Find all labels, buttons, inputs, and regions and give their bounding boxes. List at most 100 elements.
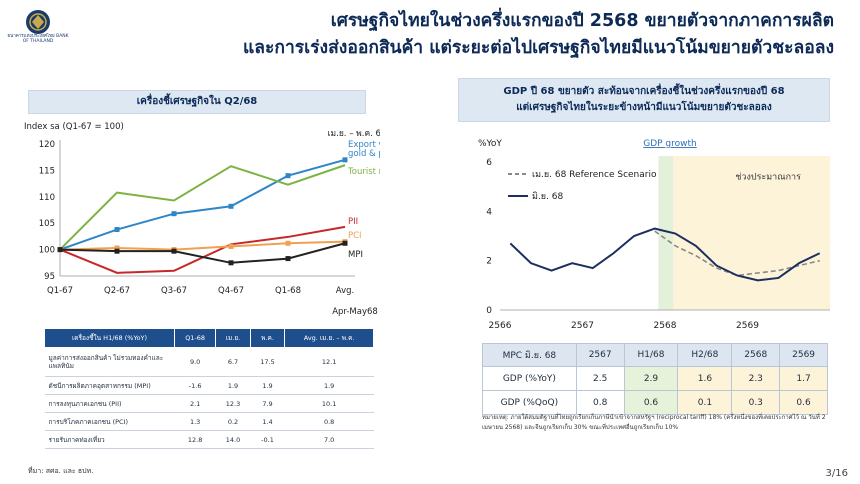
table-row: มูลค่าการส่งออกสินค้า ไม่รวมทองคำและแพลท… <box>44 347 374 377</box>
right-title-line-2: แต่เศรษฐกิจไทยในระยะข้างหน้ามีแนวโน้มขยา… <box>516 102 772 113</box>
y-tick-label: 110 <box>39 193 55 203</box>
left-panel-title: เครื่องชี้เศรษฐกิจใน Q2/68 <box>28 90 366 114</box>
series-line <box>59 158 346 251</box>
data-point <box>285 256 291 262</box>
table-header-row: MPC มิ.ย. 68 2567 H1/68 H2/68 2568 2569 <box>482 343 828 367</box>
y-tick-label: 120 <box>39 140 55 150</box>
table-header-cell: 2567 <box>575 343 625 367</box>
series-label: PII <box>348 217 358 227</box>
table-cell: 12.3 <box>215 394 251 413</box>
table-cell: 1.6 <box>677 366 733 391</box>
legend-label: เม.ย. 68 Reference Scenario <box>532 170 657 180</box>
data-point <box>114 227 120 233</box>
gdp-forecast-table: MPC มิ.ย. 68 2567 H1/68 H2/68 2568 2569 … <box>482 343 828 415</box>
indicator-table: เครื่องชี้ใน H1/68 (%YoY) Q1-68 เม.ย. พ.… <box>44 328 374 449</box>
series-line <box>654 230 820 277</box>
table-cell: 6.7 <box>215 347 251 377</box>
table-header-row: เครื่องชี้ใน H1/68 (%YoY) Q1-68 เม.ย. พ.… <box>44 328 374 348</box>
page-title: เศรษฐกิจไทยในช่วงครึ่งแรกของปี 2568 ขยาย… <box>184 8 834 62</box>
footnote: หมายเหตุ: ภายใต้สมมติฐานที่ไทยถูกเรียกเก… <box>482 414 826 431</box>
x-tick-label: 2566 <box>489 321 512 331</box>
x-tick-label: Q1-68 <box>275 286 301 296</box>
data-point <box>114 248 120 254</box>
indicator-line-chart: Index sa (Q1-67 = 100) 95 100 105 110 115 120 Q… <box>24 122 380 317</box>
y-axis-title: %YoY <box>478 139 502 149</box>
bot-logo-icon <box>26 10 50 34</box>
table-cell: -1.6 <box>174 376 216 395</box>
x-tick-note: Apr-May68 <box>332 307 378 317</box>
right-panel-title: GDP ปี 68 ขยายตัว สะท้อนจากเครื่องชี้ในช… <box>458 78 830 122</box>
data-point <box>228 203 234 209</box>
table-cell: 2.9 <box>623 366 679 391</box>
x-tick-label: Q4-67 <box>218 286 244 296</box>
x-tick-label: Q3-67 <box>161 286 187 296</box>
y-tick-label: 2 <box>486 257 492 267</box>
table-header-cell: พ.ค. <box>249 328 286 348</box>
table-cell: 10.1 <box>284 394 374 413</box>
table-header-cell: เครื่องชี้ใน H1/68 (%YoY) <box>44 328 175 348</box>
legend-label: มิ.ย. 68 <box>532 191 564 202</box>
data-point <box>342 157 348 163</box>
x-tick-label: 2568 <box>654 321 677 331</box>
series-line <box>509 227 821 282</box>
x-tick-label: 2569 <box>736 321 759 331</box>
series-line <box>59 164 346 251</box>
table-cell: 0.2 <box>215 412 251 431</box>
series-label: Tourist receipt <box>347 167 380 177</box>
y-tick-label: 105 <box>39 219 55 229</box>
table-cell: 1.3 <box>174 412 216 431</box>
y-tick-label: 115 <box>39 166 55 176</box>
table-header-cell: Q1-68 <box>173 328 217 348</box>
table-cell: 9.0 <box>174 347 216 377</box>
forecast-label: ช่วงประมาณการ <box>735 172 801 182</box>
data-point <box>171 211 177 217</box>
series-label: Export value excl.gold & platinum <box>348 140 380 159</box>
table-row: GDP (%QoQ) 0.8 0.6 0.1 0.3 0.6 <box>482 390 828 415</box>
series-label: PCI <box>348 231 362 241</box>
table-cell: 1.9 <box>250 376 285 395</box>
table-header-cell: H1/68 <box>623 343 679 367</box>
series-label: MPI <box>348 250 363 260</box>
table-cell: 2.1 <box>174 394 216 413</box>
y-tick-label: 0 <box>486 306 492 316</box>
data-point <box>57 247 63 253</box>
table-header-cell: H2/68 <box>677 343 733 367</box>
actual-band <box>658 156 674 310</box>
row-label: รายรับภาคท่องเที่ยว <box>44 430 175 449</box>
table-cell: 2.5 <box>575 366 625 391</box>
page-number: 3/16 <box>825 468 848 479</box>
table-cell: -0.1 <box>250 430 285 449</box>
forecast-band <box>673 156 830 310</box>
table-row: รายรับภาคท่องเที่ยว 12.8 14.0 -0.1 7.0 <box>44 430 374 449</box>
table-row: การบริโภคภาคเอกชน (PCI) 1.3 0.2 1.4 0.8 <box>44 412 374 431</box>
chart-title: GDP growth <box>643 139 697 149</box>
right-title-line-1: GDP ปี 68 ขยายตัว สะท้อนจากเครื่องชี้ในช… <box>503 86 785 97</box>
table-cell: 0.3 <box>731 390 781 415</box>
table-cell: 17.5 <box>250 347 285 377</box>
y-tick-label: 4 <box>486 207 492 217</box>
source-note: ที่มา: สศอ. และ ธปท. <box>28 467 94 475</box>
table-header-cell: 2568 <box>731 343 781 367</box>
table-cell: 7.9 <box>250 394 285 413</box>
row-label: ดัชนีการผลิตภาคอุตสาหกรรม (MPI) <box>44 376 175 395</box>
table-row: การลงทุนภาคเอกชน (PII) 2.1 12.3 7.9 10.1 <box>44 394 374 413</box>
logo-text: ธนาคารแห่งประเทศไทย BANK OF THAILAND <box>7 34 69 44</box>
table-cell: 0.6 <box>779 390 828 415</box>
series-label-line: Export value excl. <box>348 140 380 150</box>
table-cell: 14.0 <box>215 430 251 449</box>
data-point <box>114 245 120 251</box>
table-cell: 2.3 <box>731 366 781 391</box>
series-label-line: gold & platinum <box>348 149 380 159</box>
x-tick-label: Q2-67 <box>104 286 130 296</box>
y-axis-title: Index sa (Q1-67 = 100) <box>24 122 124 132</box>
table-cell: 12.1 <box>284 347 374 377</box>
row-label: การบริโภคภาคเอกชน (PCI) <box>44 412 175 431</box>
table-row: GDP (%YoY) 2.5 2.9 1.6 2.3 1.7 <box>482 366 828 391</box>
data-point <box>285 240 291 246</box>
data-point <box>228 260 234 266</box>
table-header-cell: Avg. เม.ย. – พ.ค. <box>284 328 374 348</box>
row-label: GDP (%QoQ) <box>482 390 577 415</box>
table-cell: 0.6 <box>623 390 679 415</box>
data-point <box>342 240 348 246</box>
title-line-1: เศรษฐกิจไทยในช่วงครึ่งแรกของปี 2568 ขยาย… <box>330 11 834 31</box>
